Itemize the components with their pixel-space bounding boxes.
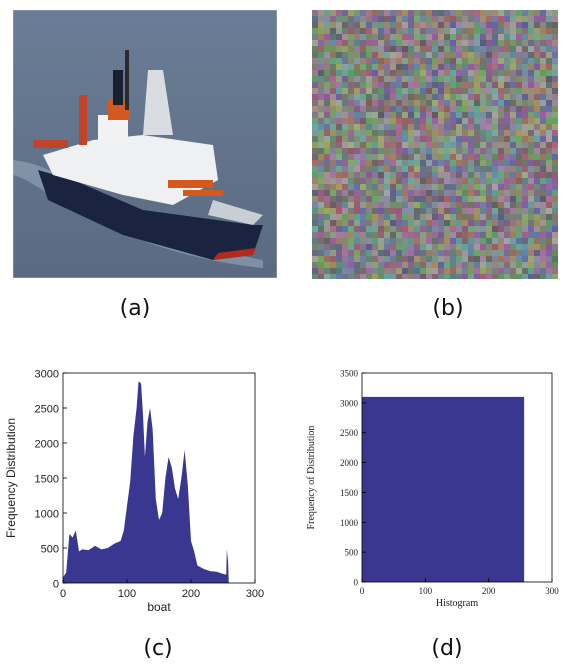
- boat-y-tick-label: 1000: [35, 509, 59, 521]
- encrypted-y-tick-label: 2000: [340, 458, 359, 468]
- boat-y-tick-label: 2500: [35, 404, 59, 416]
- boat-y-axis-label: Frequency Distribution: [4, 418, 18, 538]
- encrypted-y-tick-label: 2500: [340, 428, 359, 438]
- boat-y-tick-label: 3000: [35, 369, 59, 381]
- boat-histogram-chart: 0 100 200 300050010001500200025003000boatFr…: [4, 369, 264, 615]
- encrypted-histogram-chart: 0 100 200 3000500100015002000250030003500Hi…: [306, 369, 559, 610]
- boat-series-area: [63, 381, 229, 583]
- encrypted-plot-frame: [361, 372, 553, 583]
- encrypted-y-tick-label: 3500: [340, 369, 359, 379]
- encrypted-y-tick-label: 1500: [340, 488, 359, 498]
- ship-photo: [13, 10, 277, 278]
- encrypted-y-tick-label: 500: [345, 548, 359, 558]
- boat-y-tick-label: 2000: [35, 439, 59, 451]
- boat-x-tick-label: 200: [182, 588, 200, 600]
- boat-x-tick-label: 0: [60, 588, 66, 600]
- encrypted-x-tick-label: 100: [419, 586, 433, 596]
- boat-x-axis-label: boat: [147, 600, 171, 614]
- encrypted-y-tick-label: 0: [354, 578, 359, 588]
- encrypted-noise-image: [312, 10, 558, 279]
- boat-x-tick-label: 300: [246, 588, 264, 600]
- encrypted-x-tick-label: 0: [360, 586, 365, 596]
- boat-y-tick-label: 1500: [35, 474, 59, 486]
- caption-d: (d): [431, 636, 463, 661]
- boat-x-tick-label: 100: [118, 588, 136, 600]
- encrypted-y-tick-label: 1000: [340, 518, 359, 528]
- caption-b: (b): [432, 296, 464, 321]
- encrypted-x-axis-label: Histogram: [436, 598, 478, 609]
- encrypted-series-area: [362, 396, 525, 582]
- encrypted-y-axis-label: Frequency of Distribution: [306, 426, 317, 530]
- boat-y-tick-label: 500: [41, 544, 59, 556]
- encrypted-x-tick-label: 200: [482, 586, 496, 596]
- boat-y-tick-label: 0: [53, 579, 59, 591]
- encrypted-x-tick-label: 300: [545, 586, 559, 596]
- encrypted-y-tick-label: 3000: [340, 398, 359, 408]
- caption-c: (c): [143, 636, 173, 661]
- caption-a: (a): [119, 296, 151, 321]
